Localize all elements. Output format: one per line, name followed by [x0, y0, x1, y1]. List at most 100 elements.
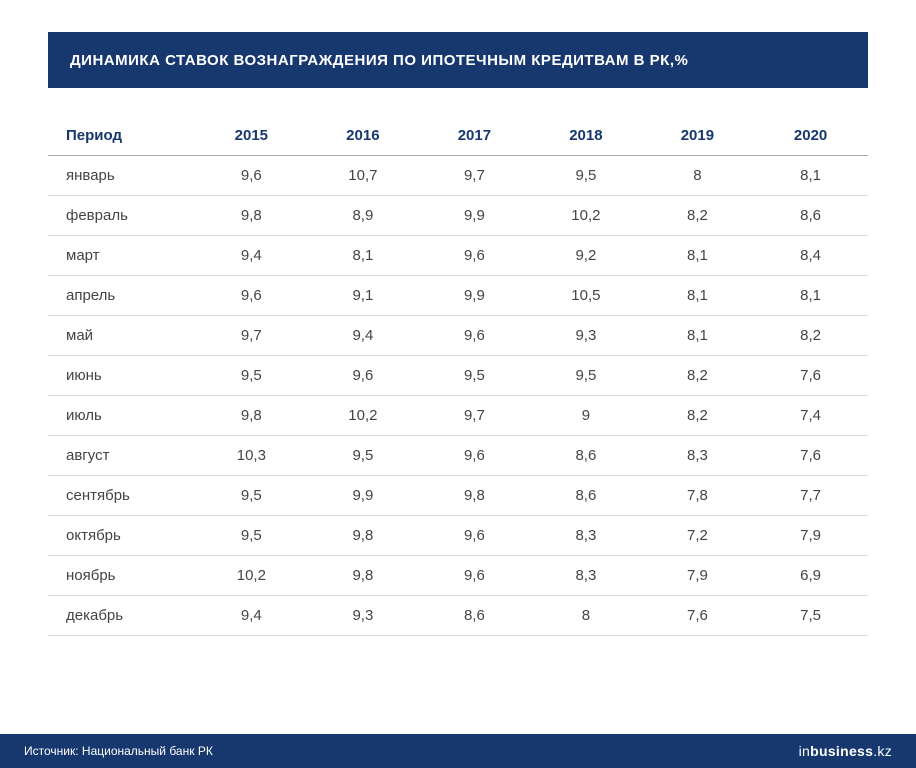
table-row: апрель9,69,19,910,58,18,1: [48, 276, 868, 316]
cell-value: 8,1: [642, 276, 754, 316]
cell-value: 9,6: [307, 356, 419, 396]
cell-value: 7,2: [642, 516, 754, 556]
cell-value: 10,3: [196, 436, 308, 476]
cell-value: 9,2: [530, 236, 642, 276]
cell-value: 7,9: [642, 556, 754, 596]
table-row: август10,39,59,68,68,37,6: [48, 436, 868, 476]
brand-suffix: .kz: [873, 743, 892, 759]
cell-value: 9,3: [530, 316, 642, 356]
cell-value: 8: [642, 156, 754, 196]
table-body: январь9,610,79,79,588,1февраль9,88,99,91…: [48, 156, 868, 636]
table-row: октябрь9,59,89,68,37,27,9: [48, 516, 868, 556]
cell-value: 8,6: [530, 436, 642, 476]
row-label: март: [48, 236, 196, 276]
cell-value: 9,5: [530, 356, 642, 396]
cell-value: 10,5: [530, 276, 642, 316]
cell-value: 9,8: [196, 396, 308, 436]
cell-value: 9,4: [196, 236, 308, 276]
cell-value: 8,3: [530, 556, 642, 596]
cell-value: 9,6: [196, 276, 308, 316]
cell-value: 8,1: [642, 236, 754, 276]
cell-value: 9,6: [419, 516, 531, 556]
cell-value: 9: [530, 396, 642, 436]
cell-value: 9,5: [530, 156, 642, 196]
cell-value: 9,6: [419, 316, 531, 356]
cell-value: 9,5: [307, 436, 419, 476]
cell-value: 8,2: [642, 356, 754, 396]
infographic-card: ДИНАМИКА СТАВОК ВОЗНАГРАЖДЕНИЯ ПО ИПОТЕЧ…: [0, 0, 916, 768]
cell-value: 8,9: [307, 196, 419, 236]
table-row: март9,48,19,69,28,18,4: [48, 236, 868, 276]
rates-table: Период201520162017201820192020 январь9,6…: [48, 116, 868, 636]
row-label: февраль: [48, 196, 196, 236]
cell-value: 7,9: [753, 516, 868, 556]
col-header-period: Период: [48, 116, 196, 156]
cell-value: 8,2: [642, 396, 754, 436]
table-row: ноябрь10,29,89,68,37,96,9: [48, 556, 868, 596]
cell-value: 9,9: [419, 276, 531, 316]
cell-value: 7,8: [642, 476, 754, 516]
col-header-year: 2017: [419, 116, 531, 156]
cell-value: 8,2: [753, 316, 868, 356]
cell-value: 9,9: [419, 196, 531, 236]
cell-value: 9,8: [307, 516, 419, 556]
cell-value: 9,5: [419, 356, 531, 396]
cell-value: 8,3: [530, 516, 642, 556]
cell-value: 9,5: [196, 356, 308, 396]
title-bar: ДИНАМИКА СТАВОК ВОЗНАГРАЖДЕНИЯ ПО ИПОТЕЧ…: [48, 32, 868, 88]
cell-value: 7,7: [753, 476, 868, 516]
cell-value: 9,5: [196, 516, 308, 556]
cell-value: 9,8: [196, 196, 308, 236]
cell-value: 10,2: [530, 196, 642, 236]
cell-value: 7,6: [642, 596, 754, 636]
cell-value: 8,1: [753, 276, 868, 316]
col-header-year: 2015: [196, 116, 308, 156]
cell-value: 8,1: [753, 156, 868, 196]
cell-value: 9,8: [419, 476, 531, 516]
cell-value: 8,1: [642, 316, 754, 356]
brand-logo: inbusiness.kz: [799, 743, 892, 759]
row-label: январь: [48, 156, 196, 196]
col-header-year: 2020: [753, 116, 868, 156]
cell-value: 9,6: [196, 156, 308, 196]
cell-value: 9,6: [419, 556, 531, 596]
cell-value: 10,7: [307, 156, 419, 196]
cell-value: 8,6: [753, 196, 868, 236]
cell-value: 9,9: [307, 476, 419, 516]
row-label: декабрь: [48, 596, 196, 636]
cell-value: 10,2: [196, 556, 308, 596]
cell-value: 7,5: [753, 596, 868, 636]
table-row: май9,79,49,69,38,18,2: [48, 316, 868, 356]
cell-value: 9,7: [196, 316, 308, 356]
cell-value: 8,4: [753, 236, 868, 276]
cell-value: 9,8: [307, 556, 419, 596]
col-header-year: 2016: [307, 116, 419, 156]
row-label: октябрь: [48, 516, 196, 556]
cell-value: 8,6: [419, 596, 531, 636]
table-header-row: Период201520162017201820192020: [48, 116, 868, 156]
row-label: июль: [48, 396, 196, 436]
cell-value: 9,6: [419, 436, 531, 476]
cell-value: 9,1: [307, 276, 419, 316]
source-text: Источник: Национальный банк РК: [24, 744, 213, 758]
cell-value: 8: [530, 596, 642, 636]
table-row: февраль9,88,99,910,28,28,6: [48, 196, 868, 236]
brand-main: business: [810, 743, 873, 759]
cell-value: 8,6: [530, 476, 642, 516]
cell-value: 7,6: [753, 356, 868, 396]
cell-value: 7,6: [753, 436, 868, 476]
row-label: апрель: [48, 276, 196, 316]
row-label: ноябрь: [48, 556, 196, 596]
col-header-year: 2019: [642, 116, 754, 156]
cell-value: 8,2: [642, 196, 754, 236]
cell-value: 10,2: [307, 396, 419, 436]
cell-value: 9,7: [419, 396, 531, 436]
cell-value: 7,4: [753, 396, 868, 436]
cell-value: 9,7: [419, 156, 531, 196]
table-row: июль9,810,29,798,27,4: [48, 396, 868, 436]
cell-value: 6,9: [753, 556, 868, 596]
cell-value: 8,1: [307, 236, 419, 276]
cell-value: 9,3: [307, 596, 419, 636]
footer-bar: Источник: Национальный банк РК inbusines…: [0, 734, 916, 768]
row-label: июнь: [48, 356, 196, 396]
